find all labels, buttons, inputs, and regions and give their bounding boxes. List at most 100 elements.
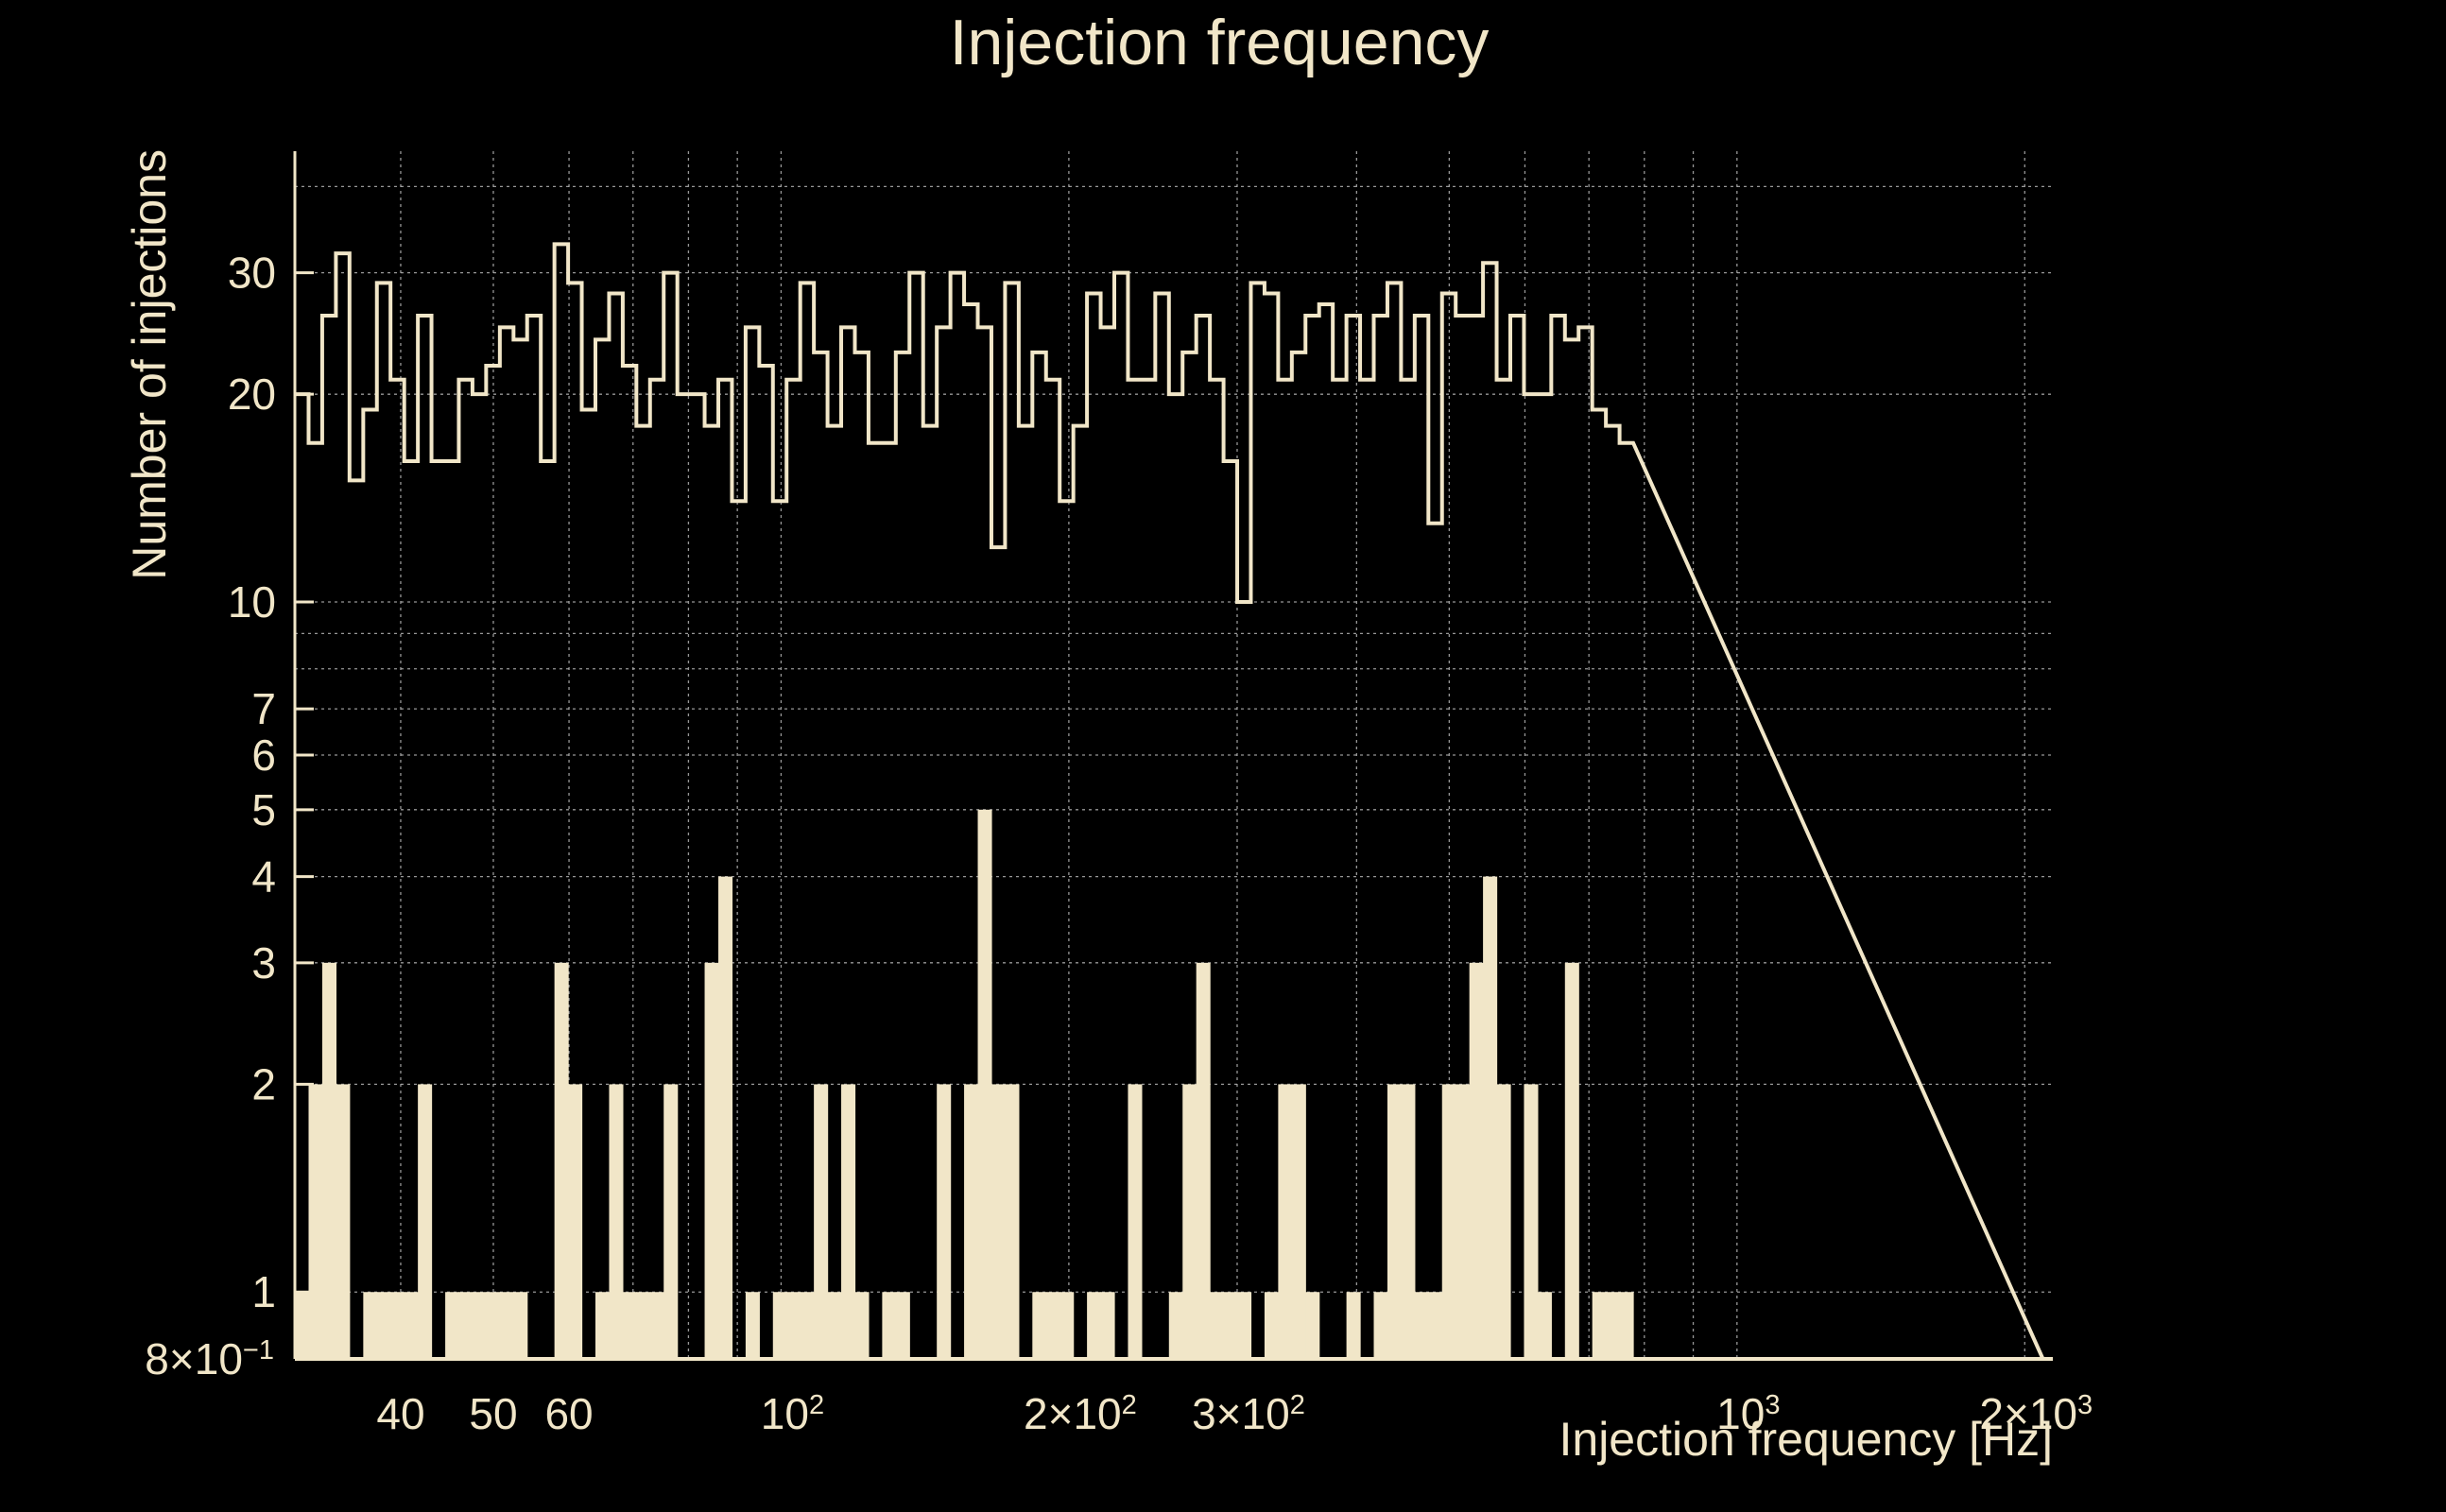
histogram-bar: [1401, 1084, 1416, 1359]
histogram-bar: [800, 1292, 815, 1359]
histogram-bar: [1619, 1292, 1634, 1359]
histogram-bar: [1223, 1292, 1238, 1359]
y-tick-label: 5: [251, 785, 276, 834]
y-tick-label: 6: [251, 730, 276, 780]
histogram-bar: [772, 1292, 787, 1359]
histogram-bar: [827, 1292, 842, 1359]
histogram-bar: [499, 1292, 514, 1359]
histogram-bar: [990, 1084, 1007, 1359]
histogram-bar: [1428, 1292, 1443, 1359]
histogram-bar: [841, 1084, 856, 1359]
x-tick-label: 40: [376, 1389, 424, 1438]
y-axis-label: Number of injections: [123, 149, 176, 580]
histogram-bar: [1005, 1084, 1020, 1359]
histogram-bar: [594, 1292, 611, 1359]
histogram-bar: [718, 876, 733, 1359]
histogram-bar: [1606, 1292, 1621, 1359]
histogram-bar: [390, 1292, 405, 1359]
histogram-bar: [363, 1292, 378, 1359]
y-tick-label: 3: [251, 938, 276, 988]
histogram-bar: [1441, 1084, 1456, 1359]
histogram-bar: [814, 1084, 829, 1359]
histogram-bar: [1387, 1084, 1403, 1359]
x-axis-label: Injection frequency [Hz]: [1559, 1413, 2054, 1466]
histogram-bar: [1045, 1292, 1060, 1359]
chart-title: Injection frequency: [950, 7, 1490, 78]
histogram-bar: [295, 1292, 310, 1359]
histogram-bar: [609, 1084, 624, 1359]
y-tick-label: 10: [228, 577, 276, 627]
histogram-bar: [1291, 1084, 1306, 1359]
histogram-bar: [308, 1084, 323, 1359]
axes: [293, 151, 2053, 1361]
histogram-bar: [1059, 1292, 1075, 1359]
histogram-bar: [336, 1084, 351, 1359]
histogram-bar: [1524, 1084, 1539, 1359]
histogram-bar: [786, 1292, 801, 1359]
x-tick-label: 2×102: [1024, 1389, 1137, 1438]
y-tick-label: 20: [228, 369, 276, 419]
histogram-bar: [704, 962, 719, 1359]
histogram-bar: [1305, 1292, 1320, 1359]
histogram-bar: [622, 1292, 637, 1359]
histogram-bar: [513, 1292, 528, 1359]
histogram-bar: [1414, 1292, 1429, 1359]
histogram-bar: [1237, 1292, 1252, 1359]
histogram-bar: [636, 1292, 651, 1359]
histogram-bar: [895, 1292, 910, 1359]
x-tick-label: 3×102: [1192, 1389, 1305, 1438]
x-tick-label: 2×103: [1979, 1389, 2093, 1438]
histogram-bar: [1168, 1292, 1183, 1359]
histogram-bar: [649, 1292, 664, 1359]
y-tick-label: 30: [228, 249, 276, 298]
histogram-bar: [1128, 1084, 1143, 1359]
histogram-bar: [1592, 1292, 1607, 1359]
histogram-bar: [1087, 1292, 1102, 1359]
y-tick-label: 2: [251, 1059, 276, 1108]
histogram-bar: [486, 1292, 501, 1359]
histogram-bar: [1373, 1292, 1388, 1359]
histogram-bar: [745, 1292, 760, 1359]
histogram-bar: [1182, 1084, 1197, 1359]
histogram-bar: [1210, 1292, 1225, 1359]
histogram-bar: [1264, 1292, 1279, 1359]
histogram-bar: [1483, 876, 1498, 1359]
histogram-bar: [376, 1292, 391, 1359]
histogram-bar: [1032, 1292, 1047, 1359]
y-tick-label: 1: [251, 1267, 276, 1316]
histogram-bar: [937, 1084, 952, 1359]
x-tick-label: 50: [469, 1389, 517, 1438]
histogram-bar: [445, 1292, 460, 1359]
histogram-bar: [554, 962, 569, 1359]
histogram-bar: [1196, 962, 1211, 1359]
histogram-bar: [977, 809, 992, 1359]
histogram-bar: [1564, 962, 1579, 1359]
histogram-bar: [418, 1084, 433, 1359]
y-tick-label: 8×10−1: [145, 1334, 274, 1383]
histogram-bar: [1469, 962, 1484, 1359]
histogram-bar: [1496, 1084, 1511, 1359]
x-tick-label: 60: [544, 1389, 593, 1438]
histogram-bar: [404, 1292, 419, 1359]
histogram-bar: [568, 1084, 583, 1359]
histogram-bar: [1100, 1292, 1115, 1359]
histogram-bar: [458, 1292, 474, 1359]
x-tick-label: 102: [761, 1389, 824, 1438]
histogram-bar: [321, 962, 337, 1359]
histogram-bar: [882, 1292, 897, 1359]
y-tick-label: 7: [251, 684, 276, 733]
filled-histogram-bars: [295, 809, 1634, 1359]
histogram-bar: [1537, 1292, 1552, 1359]
histogram-bar: [854, 1292, 870, 1359]
histogram-bar: [1346, 1292, 1361, 1359]
histogram-bar: [663, 1084, 679, 1359]
outline-histogram-step-line: [295, 242, 2045, 1360]
histogram-bar: [964, 1084, 979, 1359]
y-tick-label: 4: [251, 852, 276, 902]
tick-labels: 40 50 60 102 2×102 3×102 103 2×103 8×10−1 1 2 3 4 5 67…: [145, 249, 2093, 1438]
histogram-bar: [1278, 1084, 1293, 1359]
histogram-bar: [1456, 1084, 1471, 1359]
histogram-bar: [472, 1292, 487, 1359]
x-tick-label: 103: [1716, 1389, 1780, 1438]
